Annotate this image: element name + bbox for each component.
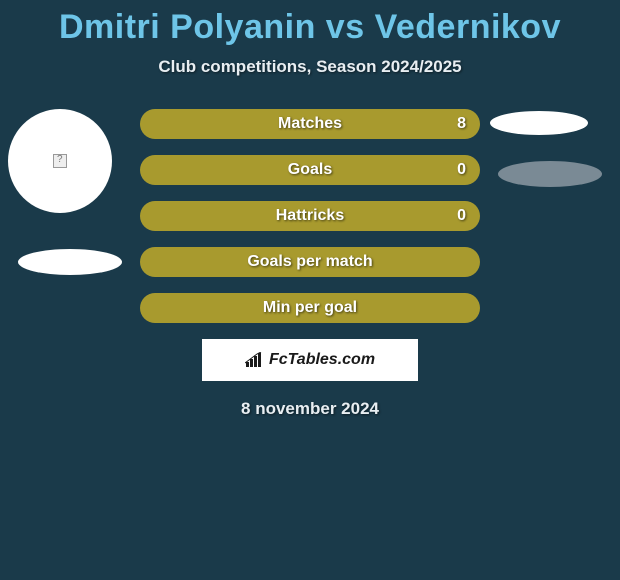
avatar-left-shadow — [18, 249, 122, 275]
date-text: 8 november 2024 — [0, 399, 620, 419]
avatar-placeholder-icon — [53, 154, 67, 168]
stat-label: Matches — [278, 115, 342, 133]
branding-text: FcTables.com — [269, 351, 375, 369]
stat-value: 8 — [457, 115, 466, 133]
stat-label: Goals per match — [247, 253, 372, 271]
page-subtitle: Club competitions, Season 2024/2025 — [0, 57, 620, 77]
avatar-right-shadow-1 — [490, 111, 588, 135]
stat-row-goals-per-match: Goals per match — [140, 247, 480, 277]
stat-row-hattricks: Hattricks 0 — [140, 201, 480, 231]
page-title: Dmitri Polyanin vs Vedernikov — [0, 0, 620, 47]
comparison-area: Matches 8 Goals 0 Hattricks 0 Goals per … — [0, 109, 620, 323]
stat-label: Goals — [288, 161, 332, 179]
stat-value: 0 — [457, 207, 466, 225]
player-left-avatar — [8, 109, 112, 213]
stat-value: 0 — [457, 161, 466, 179]
stat-label: Min per goal — [263, 299, 357, 317]
stat-row-min-per-goal: Min per goal — [140, 293, 480, 323]
bars-icon — [245, 352, 265, 368]
stat-row-goals: Goals 0 — [140, 155, 480, 185]
stat-label: Hattricks — [276, 207, 344, 225]
branding-box: FcTables.com — [202, 339, 418, 381]
stat-row-matches: Matches 8 — [140, 109, 480, 139]
stats-column: Matches 8 Goals 0 Hattricks 0 Goals per … — [140, 109, 480, 323]
avatar-right-shadow-2 — [498, 161, 602, 187]
